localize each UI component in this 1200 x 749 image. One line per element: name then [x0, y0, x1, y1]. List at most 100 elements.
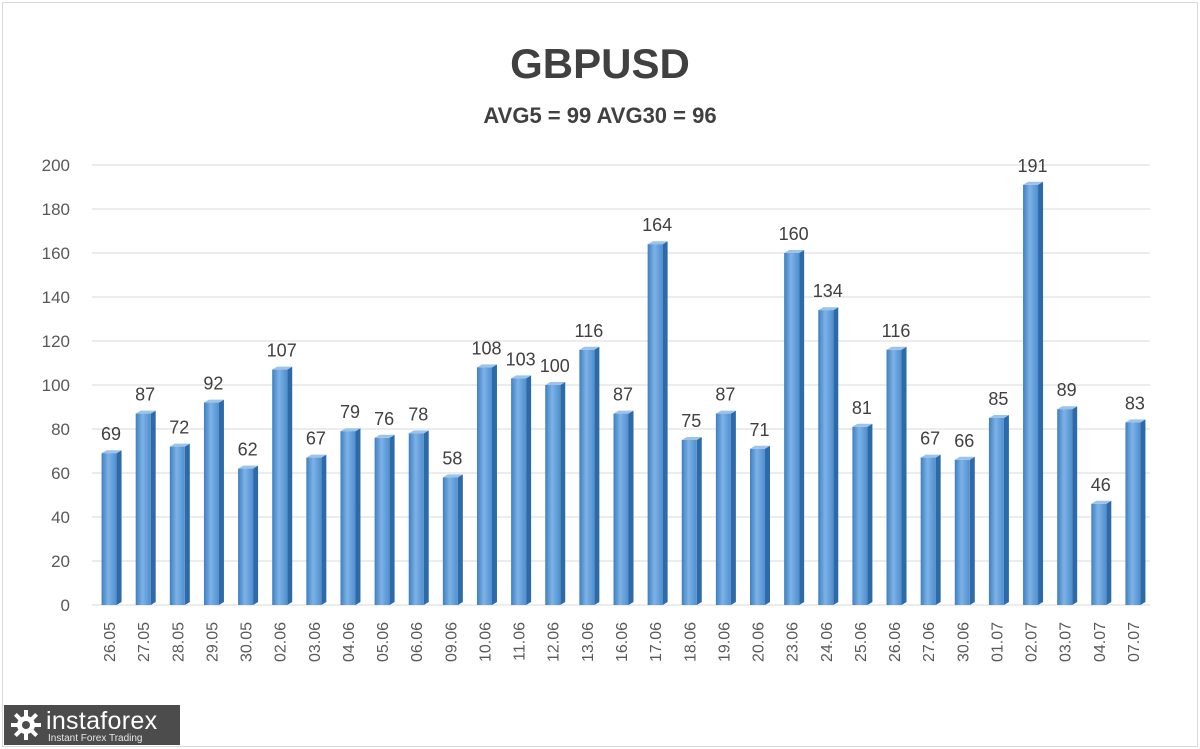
data-label: 75: [681, 411, 701, 431]
x-tick-label: 10.06: [477, 622, 494, 662]
x-tick-label: 28.05: [170, 622, 187, 662]
bar-side: [184, 443, 190, 605]
bar-top: [408, 430, 429, 434]
instaforex-logo: instaforex Instant Forex Trading: [4, 705, 180, 745]
bar-front: [272, 369, 288, 605]
y-tick-label: 40: [51, 508, 70, 527]
bar-side: [799, 250, 805, 605]
bar: [886, 346, 907, 605]
bar-side: [935, 454, 941, 605]
bar-top: [511, 375, 532, 379]
x-tick-label: 03.06: [307, 622, 324, 662]
bar-top: [647, 241, 668, 245]
x-tick-label: 26.05: [102, 622, 119, 662]
data-label: 87: [715, 385, 735, 405]
data-label: 58: [442, 448, 462, 468]
bar: [1125, 419, 1146, 605]
data-label: 87: [135, 385, 155, 405]
y-tick-label: 180: [42, 200, 70, 219]
bar-front: [306, 457, 322, 605]
bar-top: [920, 454, 941, 458]
x-tick-label: 02.06: [273, 622, 290, 662]
bar-front: [715, 413, 731, 605]
data-label: 46: [1091, 475, 1111, 495]
data-label: 85: [988, 389, 1008, 409]
data-label: 160: [779, 224, 809, 244]
bar-side: [833, 307, 839, 605]
bar-front: [613, 413, 629, 605]
bar: [954, 456, 975, 605]
bar: [1091, 500, 1112, 605]
y-tick-label: 140: [42, 288, 70, 307]
bar-front: [238, 468, 254, 605]
x-tick-label: 19.06: [716, 622, 733, 662]
bar-front: [988, 418, 1004, 605]
data-label: 100: [540, 356, 570, 376]
bar-top: [135, 410, 156, 414]
x-tick-label: 25.06: [853, 622, 870, 662]
bar-top: [442, 474, 463, 478]
x-tick-label: 12.06: [546, 622, 563, 662]
bar-top: [750, 445, 771, 449]
bar-front: [476, 367, 492, 605]
data-label: 87: [613, 385, 633, 405]
bar: [135, 410, 156, 605]
bar-top: [306, 454, 327, 458]
bar-side: [423, 430, 429, 605]
bar-side: [662, 241, 668, 605]
bar-front: [340, 431, 356, 605]
bar-top: [340, 428, 361, 432]
bar-top: [1057, 406, 1078, 410]
bar: [579, 346, 600, 605]
x-tick-label: 06.06: [409, 622, 426, 662]
bar-front: [545, 385, 561, 605]
bar-top: [1023, 181, 1044, 185]
bar-front: [203, 402, 219, 605]
y-tick-label: 200: [42, 156, 70, 175]
data-label: 108: [471, 338, 501, 358]
bar-front: [681, 440, 697, 605]
bar-front: [511, 378, 527, 605]
bar-front: [852, 426, 868, 605]
bar-side: [389, 434, 395, 605]
x-tick-label: 24.06: [819, 622, 836, 662]
bar: [715, 410, 736, 605]
data-label: 69: [101, 424, 121, 444]
y-tick-label: 80: [51, 420, 70, 439]
data-label: 72: [169, 418, 189, 438]
bar: [545, 382, 566, 605]
data-label: 89: [1057, 380, 1077, 400]
logo-brand: instaforex: [46, 707, 158, 735]
bar-side: [1106, 500, 1112, 605]
bar-side: [765, 445, 771, 605]
data-label: 76: [374, 409, 394, 429]
logo-tagline: Instant Forex Trading: [48, 733, 143, 744]
bar-side: [526, 375, 532, 605]
bar-side: [321, 454, 327, 605]
bar-side: [355, 428, 361, 605]
bar: [238, 465, 259, 605]
data-label: 62: [238, 440, 258, 460]
bar-top: [852, 423, 873, 427]
bar-top: [988, 415, 1009, 418]
bar: [818, 307, 839, 605]
bar-side: [628, 410, 634, 605]
x-tick-label: 09.06: [443, 622, 460, 662]
bar-front: [408, 433, 424, 605]
y-tick-label: 120: [42, 332, 70, 351]
x-tick-label: 07.07: [1126, 622, 1143, 662]
bar-top: [374, 434, 395, 438]
bar-front: [818, 310, 834, 605]
data-label: 81: [852, 398, 872, 418]
bar: [203, 399, 224, 605]
bar: [613, 410, 634, 605]
bar-front: [886, 349, 902, 605]
bar-side: [253, 465, 259, 605]
bar-top: [579, 346, 600, 350]
bar-side: [1003, 415, 1009, 605]
x-tick-label: 05.06: [375, 622, 392, 662]
bar-front: [1023, 184, 1039, 606]
x-tick-label: 18.06: [682, 622, 699, 662]
